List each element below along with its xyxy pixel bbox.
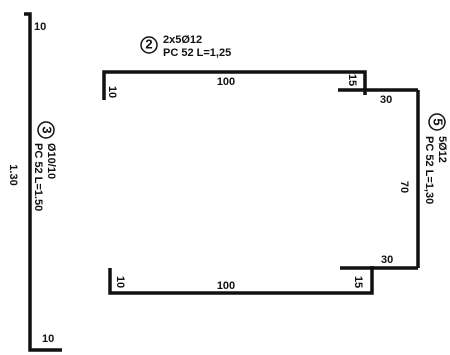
bar-spec: 5Ø12 — [436, 136, 448, 163]
dimension: 30 — [381, 254, 393, 266]
mark-circle — [428, 113, 446, 131]
mark-circle — [37, 121, 55, 139]
dimension: 10 — [42, 333, 54, 345]
bar-spec: Ø10/10 — [45, 143, 57, 179]
dimension: 15 — [352, 276, 364, 288]
bar-detail: PC 52 L=1.50 — [32, 143, 44, 211]
dimension: 1.30 — [7, 164, 19, 185]
bar-detail: PC 52 L=1,25 — [163, 47, 231, 59]
dimension: 100 — [217, 280, 235, 292]
dimension: 100 — [217, 76, 235, 88]
bar-detail: PC 52 L=1,30 — [423, 136, 435, 204]
left-bar — [24, 12, 62, 352]
mark-circle — [140, 36, 158, 54]
bar-spec: 2x5Ø12 — [163, 34, 202, 46]
dimension: 30 — [380, 94, 392, 106]
dimension: 10 — [34, 21, 46, 33]
dimension: 10 — [114, 276, 126, 288]
dimension: 10 — [106, 86, 118, 98]
dimension: 15 — [346, 74, 358, 86]
top-bar — [102, 70, 367, 100]
bar-mark: 2 — [145, 36, 152, 51]
dimension: 70 — [398, 181, 410, 193]
bar-mark: 3 — [40, 126, 55, 133]
bottom-bar — [108, 266, 374, 295]
bar-mark: 5 — [431, 118, 446, 125]
